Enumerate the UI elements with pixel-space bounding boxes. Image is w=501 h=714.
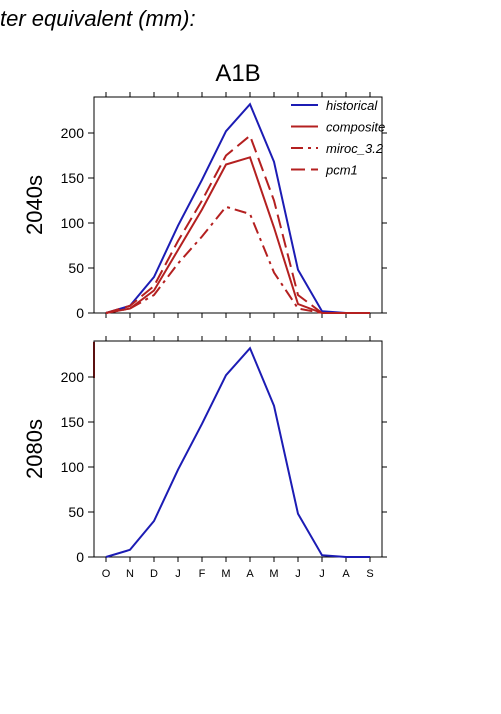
- legend-label: pcm1: [325, 163, 358, 178]
- data-line: [105, 346, 370, 558]
- x-tick-label: D: [150, 568, 158, 580]
- x-tick-label: J: [295, 568, 301, 580]
- y-tick-label: 0: [76, 305, 84, 321]
- y-axis-label: 2040s: [22, 175, 47, 235]
- data-line: [105, 134, 370, 314]
- x-tick-label: A: [246, 568, 254, 580]
- x-tick-label: J: [175, 568, 181, 580]
- x-tick-label: M: [269, 568, 278, 580]
- y-tick-label: 150: [61, 414, 85, 430]
- x-tick-label: M: [221, 568, 230, 580]
- x-tick-label: S: [366, 568, 373, 580]
- x-tick-label: N: [126, 568, 134, 580]
- legend-label: historical: [326, 98, 378, 113]
- y-axis-label: 2080s: [22, 419, 47, 479]
- data-line: [105, 205, 370, 314]
- plot-frame: [93, 96, 383, 314]
- page-title: ter equivalent (mm):: [0, 6, 196, 31]
- y-tick-label: 50: [68, 260, 84, 276]
- plot-frame: [93, 340, 383, 558]
- y-tick-label: 150: [61, 170, 85, 186]
- y-tick-label: 100: [61, 459, 85, 475]
- y-tick-label: 50: [68, 504, 84, 520]
- x-tick-label: J: [319, 568, 325, 580]
- x-tick-label: F: [199, 568, 206, 580]
- y-tick-label: 200: [61, 125, 85, 141]
- x-tick-label: O: [102, 568, 111, 580]
- y-tick-label: 0: [76, 549, 84, 565]
- chart-title: A1B: [215, 60, 260, 87]
- legend-label: composite: [326, 120, 385, 135]
- data-line: [105, 156, 370, 314]
- y-tick-label: 200: [61, 369, 85, 385]
- legend-label: miroc_3.2: [326, 141, 384, 156]
- y-tick-label: 100: [61, 215, 85, 231]
- data-line: [105, 102, 370, 314]
- x-tick-label: A: [342, 568, 350, 580]
